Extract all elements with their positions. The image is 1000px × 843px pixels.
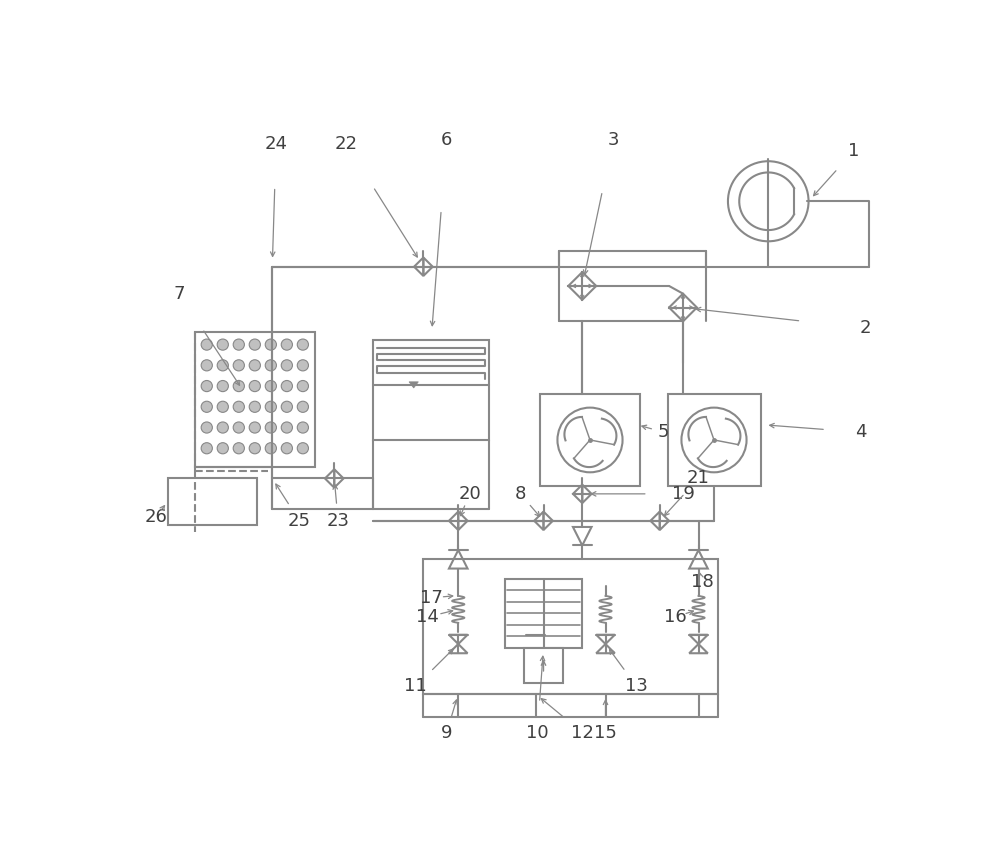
Text: 15: 15: [594, 723, 617, 742]
Circle shape: [265, 422, 276, 433]
Polygon shape: [526, 644, 545, 653]
Circle shape: [297, 422, 308, 433]
Text: 3: 3: [608, 131, 619, 148]
Circle shape: [265, 401, 276, 412]
Circle shape: [233, 360, 244, 371]
Bar: [540, 394, 640, 486]
Text: 12: 12: [571, 723, 594, 742]
Circle shape: [281, 443, 292, 454]
Text: 14: 14: [416, 608, 439, 626]
Circle shape: [297, 360, 308, 371]
Text: 21: 21: [687, 470, 710, 487]
Bar: [668, 394, 761, 486]
Circle shape: [297, 380, 308, 392]
Circle shape: [217, 401, 228, 412]
Text: 4: 4: [856, 423, 867, 441]
Bar: [505, 578, 582, 648]
Circle shape: [249, 443, 260, 454]
Circle shape: [217, 443, 228, 454]
Circle shape: [265, 443, 276, 454]
Polygon shape: [449, 644, 468, 653]
Circle shape: [201, 401, 212, 412]
Text: 23: 23: [327, 512, 350, 529]
Circle shape: [265, 339, 276, 350]
Text: 1: 1: [848, 142, 859, 160]
Circle shape: [249, 380, 260, 392]
Text: 10: 10: [526, 723, 549, 742]
Polygon shape: [526, 635, 545, 644]
Circle shape: [217, 422, 228, 433]
Circle shape: [201, 443, 212, 454]
Text: 5: 5: [658, 423, 669, 441]
Polygon shape: [689, 644, 708, 653]
Polygon shape: [689, 635, 708, 644]
Text: 13: 13: [625, 678, 648, 695]
Circle shape: [281, 380, 292, 392]
Text: 8: 8: [515, 485, 526, 503]
Text: 7: 7: [174, 285, 185, 303]
Circle shape: [217, 360, 228, 371]
Circle shape: [265, 380, 276, 392]
Text: 26: 26: [145, 508, 167, 526]
Circle shape: [297, 339, 308, 350]
Circle shape: [201, 422, 212, 433]
Text: 25: 25: [288, 512, 311, 529]
Circle shape: [249, 401, 260, 412]
Text: 19: 19: [672, 485, 694, 503]
Circle shape: [201, 339, 212, 350]
Circle shape: [233, 443, 244, 454]
Polygon shape: [596, 644, 615, 653]
Text: 22: 22: [334, 135, 357, 153]
Circle shape: [201, 380, 212, 392]
Text: 9: 9: [441, 723, 452, 742]
Circle shape: [233, 380, 244, 392]
Circle shape: [233, 422, 244, 433]
Text: 17: 17: [420, 588, 443, 607]
Bar: [524, 648, 563, 683]
Text: 16: 16: [664, 608, 687, 626]
Circle shape: [297, 401, 308, 412]
Circle shape: [281, 339, 292, 350]
Circle shape: [281, 422, 292, 433]
Polygon shape: [409, 382, 418, 388]
Bar: [423, 559, 718, 694]
Circle shape: [233, 339, 244, 350]
Circle shape: [217, 380, 228, 392]
Circle shape: [249, 422, 260, 433]
Text: 24: 24: [265, 135, 288, 153]
Circle shape: [265, 360, 276, 371]
Text: 20: 20: [458, 485, 481, 503]
Circle shape: [297, 443, 308, 454]
Circle shape: [249, 360, 260, 371]
Bar: [168, 479, 257, 524]
Bar: [373, 340, 489, 440]
Circle shape: [249, 339, 260, 350]
Circle shape: [217, 339, 228, 350]
Circle shape: [281, 360, 292, 371]
Circle shape: [233, 401, 244, 412]
Polygon shape: [596, 635, 615, 644]
Text: 2: 2: [859, 319, 871, 337]
Circle shape: [281, 401, 292, 412]
Circle shape: [201, 360, 212, 371]
Text: 6: 6: [441, 131, 452, 148]
Text: 18: 18: [691, 573, 714, 592]
Polygon shape: [449, 635, 468, 644]
Bar: [195, 332, 315, 467]
Text: 11: 11: [404, 678, 427, 695]
